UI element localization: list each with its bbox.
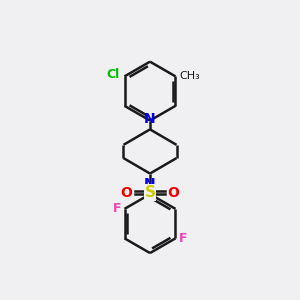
Text: F: F <box>179 232 188 245</box>
Text: O: O <box>121 186 132 200</box>
Text: O: O <box>168 186 179 200</box>
Text: S: S <box>145 185 155 200</box>
Text: Cl: Cl <box>107 68 120 81</box>
Text: N: N <box>144 177 156 191</box>
Text: F: F <box>112 202 121 215</box>
Text: N: N <box>144 112 156 126</box>
Text: CH₃: CH₃ <box>179 71 200 81</box>
